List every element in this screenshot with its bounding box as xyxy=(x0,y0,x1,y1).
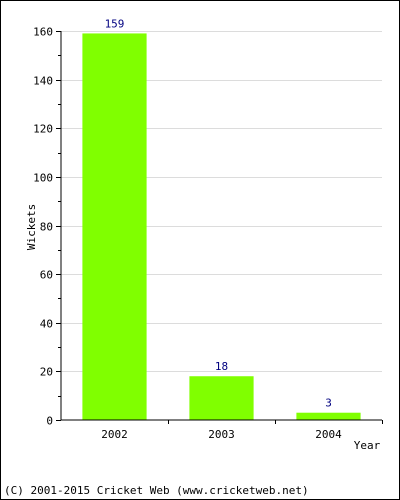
bar-2002 xyxy=(82,33,147,421)
y-tick-label: 100 xyxy=(33,172,53,185)
y-axis-title: Wickets xyxy=(25,204,38,250)
data-label: 18 xyxy=(215,360,228,373)
x-tick-label: 2002 xyxy=(101,428,128,441)
y-tick-label: 160 xyxy=(33,26,53,39)
y-tick-label: 140 xyxy=(33,75,53,88)
data-label: 3 xyxy=(325,397,332,410)
y-ticks: 0 20 40 60 80 100 120 140 160 xyxy=(33,26,61,428)
x-ticks: 2002 2003 2004 xyxy=(101,420,383,441)
y-tick-label: 20 xyxy=(40,366,53,379)
data-labels: 159 18 3 xyxy=(105,17,332,409)
x-axis-title: Year xyxy=(354,439,381,452)
data-label: 159 xyxy=(105,17,125,30)
bar-2004 xyxy=(296,412,361,420)
copyright-footer: (C) 2001-2015 Cricket Web (www.cricketwe… xyxy=(4,484,309,497)
y-tick-label: 80 xyxy=(40,221,53,234)
y-tick-label: 40 xyxy=(40,318,53,331)
y-tick-label: 60 xyxy=(40,269,53,282)
y-tick-label: 0 xyxy=(46,415,53,428)
axes xyxy=(60,31,382,421)
y-tick-label: 120 xyxy=(33,123,53,136)
x-tick-label: 2003 xyxy=(208,428,235,441)
x-tick-label: 2004 xyxy=(315,428,342,441)
bars xyxy=(82,33,361,421)
bar-2003 xyxy=(189,376,254,420)
